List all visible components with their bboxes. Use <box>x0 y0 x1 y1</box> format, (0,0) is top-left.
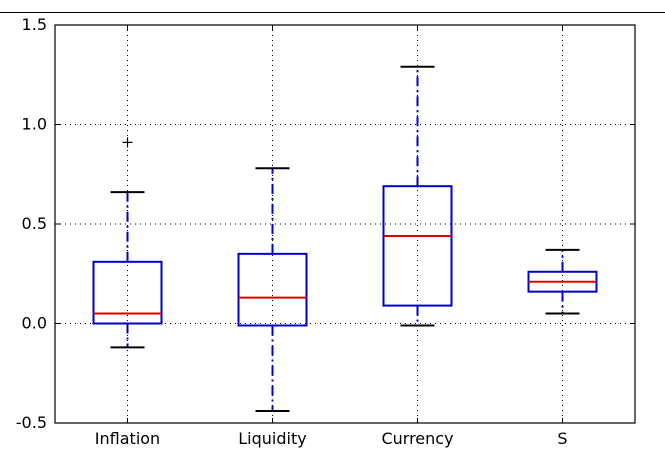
box-0 <box>92 260 163 325</box>
outlier-marker-0-0 <box>122 137 133 148</box>
x-tick-label-3: S <box>557 429 567 448</box>
top-rule <box>0 12 665 13</box>
box-2 <box>382 185 453 307</box>
y-tick-label-3: 1.0 <box>22 115 47 134</box>
y-tick-label-2: 0.5 <box>22 214 47 233</box>
y-tick-label-0: -0.5 <box>16 413 47 432</box>
box-1 <box>237 252 308 327</box>
x-tick-label-1: Liquidity <box>238 429 306 448</box>
y-tick-label-1: 0.0 <box>22 314 47 333</box>
plot-frame <box>54 24 636 424</box>
y-tick-label-4: 1.5 <box>22 15 47 34</box>
x-tick-label-0: Inflation <box>95 429 160 448</box>
x-tick-label-2: Currency <box>381 429 453 448</box>
